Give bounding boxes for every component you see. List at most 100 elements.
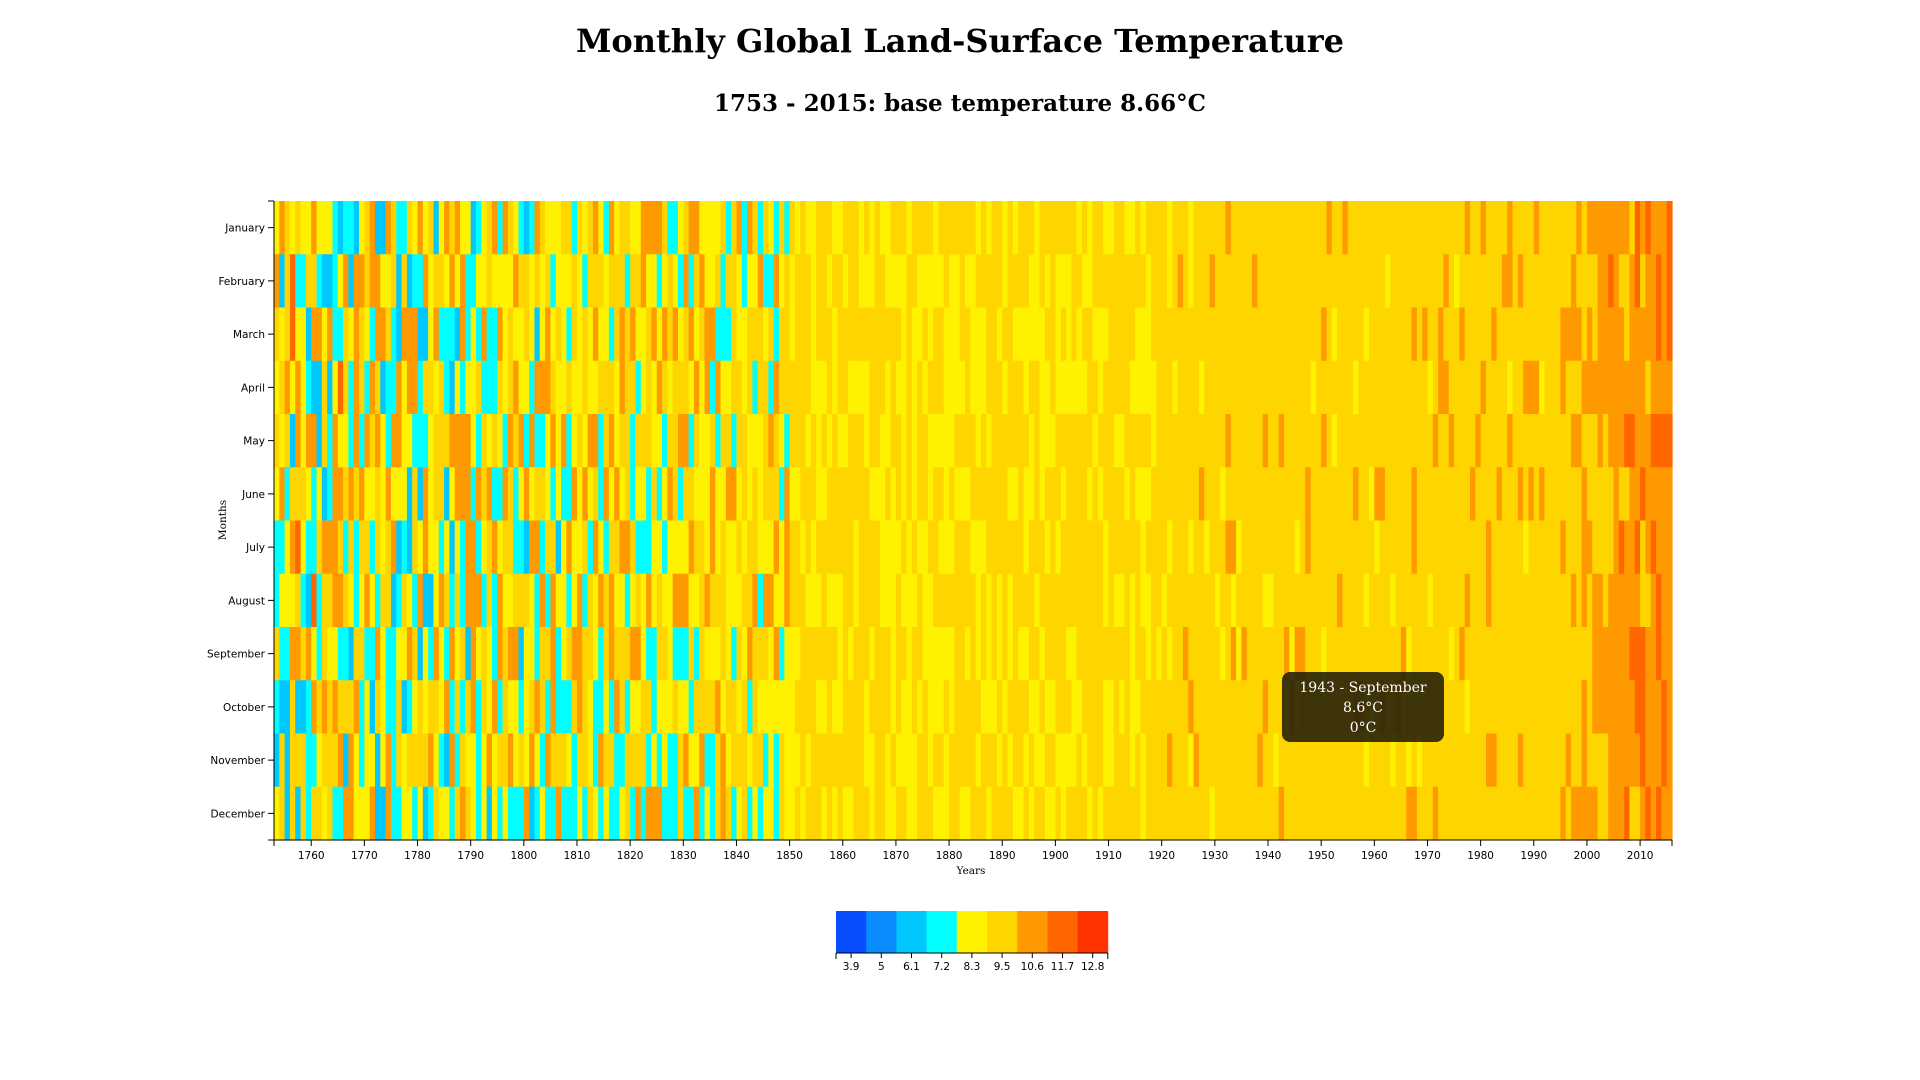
heatmap-cell[interactable] <box>1390 573 1397 628</box>
heatmap-cell[interactable] <box>725 733 732 788</box>
heatmap-cell[interactable] <box>704 307 711 362</box>
heatmap-cell[interactable] <box>1321 786 1328 841</box>
heatmap-cell[interactable] <box>1087 680 1094 735</box>
heatmap-cell[interactable] <box>1427 520 1434 575</box>
heatmap-cell[interactable] <box>1257 201 1264 255</box>
heatmap-cell[interactable] <box>1347 786 1354 841</box>
heatmap-cell[interactable] <box>853 786 860 841</box>
heatmap-cell[interactable] <box>465 680 472 735</box>
heatmap-cell[interactable] <box>991 467 998 522</box>
heatmap-cell[interactable] <box>449 680 456 735</box>
heatmap-cell[interactable] <box>502 254 509 309</box>
heatmap-cell[interactable] <box>1220 627 1227 681</box>
heatmap-cell[interactable] <box>1124 573 1131 628</box>
heatmap-cell[interactable] <box>1050 360 1056 415</box>
heatmap-cell[interactable] <box>1034 360 1041 415</box>
heatmap-cell[interactable] <box>1188 254 1195 309</box>
heatmap-cell[interactable] <box>1565 467 1572 522</box>
heatmap-cell[interactable] <box>1273 254 1280 309</box>
heatmap-cell[interactable] <box>757 414 764 468</box>
heatmap-cell[interactable] <box>1204 360 1211 415</box>
heatmap-cell[interactable] <box>284 520 291 575</box>
heatmap-cell[interactable] <box>1427 254 1434 309</box>
heatmap-cell[interactable] <box>513 254 520 309</box>
heatmap-cell[interactable] <box>842 627 849 681</box>
heatmap-cell[interactable] <box>1480 467 1487 522</box>
heatmap-cell[interactable] <box>773 201 780 255</box>
heatmap-cell[interactable] <box>364 360 371 415</box>
heatmap-cell[interactable] <box>662 307 668 362</box>
heatmap-cell[interactable] <box>305 680 312 735</box>
heatmap-cell[interactable] <box>1257 467 1264 522</box>
heatmap-cell[interactable] <box>279 573 286 628</box>
heatmap-cell[interactable] <box>1432 360 1439 415</box>
heatmap-cell[interactable] <box>475 520 482 575</box>
heatmap-cell[interactable] <box>1523 307 1530 362</box>
heatmap-cell[interactable] <box>1571 254 1577 309</box>
heatmap-cell[interactable] <box>1156 627 1163 681</box>
heatmap-cell[interactable] <box>949 360 955 415</box>
heatmap-cell[interactable] <box>518 414 525 468</box>
heatmap-cell[interactable] <box>624 733 631 788</box>
heatmap-cell[interactable] <box>1438 573 1445 628</box>
heatmap-cell[interactable] <box>1560 786 1567 841</box>
heatmap-cell[interactable] <box>1353 786 1359 841</box>
heatmap-cell[interactable] <box>561 520 567 575</box>
heatmap-cell[interactable] <box>1507 254 1514 309</box>
heatmap-cell[interactable] <box>359 627 365 681</box>
heatmap-cell[interactable] <box>800 786 807 841</box>
heatmap-cell[interactable] <box>635 627 642 681</box>
heatmap-cell[interactable] <box>1289 254 1296 309</box>
heatmap-cell[interactable] <box>1066 360 1072 415</box>
heatmap-cell[interactable] <box>369 680 376 735</box>
heatmap-cell[interactable] <box>1369 201 1375 255</box>
heatmap-cell[interactable] <box>778 307 785 362</box>
heatmap-cell[interactable] <box>662 627 668 681</box>
heatmap-cell[interactable] <box>1448 573 1455 628</box>
heatmap-cell[interactable] <box>1214 360 1221 415</box>
heatmap-cell[interactable] <box>311 201 318 255</box>
heatmap-cell[interactable] <box>1496 733 1503 788</box>
heatmap-cell[interactable] <box>475 627 482 681</box>
heatmap-cell[interactable] <box>662 201 668 255</box>
heatmap-cell[interactable] <box>624 573 631 628</box>
heatmap-cell[interactable] <box>741 467 748 522</box>
heatmap-cell[interactable] <box>715 254 722 309</box>
heatmap-cell[interactable] <box>1470 733 1476 788</box>
heatmap-cell[interactable] <box>752 733 759 788</box>
heatmap-cell[interactable] <box>1331 573 1338 628</box>
heatmap-cell[interactable] <box>975 467 982 522</box>
heatmap-cell[interactable] <box>1305 307 1312 362</box>
heatmap-cell[interactable] <box>874 360 881 415</box>
heatmap-cell[interactable] <box>842 201 849 255</box>
heatmap-cell[interactable] <box>800 733 807 788</box>
heatmap-cell[interactable] <box>1097 201 1104 255</box>
heatmap-cell[interactable] <box>279 307 286 362</box>
heatmap-cell[interactable] <box>895 627 902 681</box>
heatmap-cell[interactable] <box>927 573 934 628</box>
heatmap-cell[interactable] <box>1081 414 1088 468</box>
heatmap-cell[interactable] <box>805 414 812 468</box>
heatmap-cell[interactable] <box>1448 520 1455 575</box>
heatmap-cell[interactable] <box>598 627 605 681</box>
heatmap-cell[interactable] <box>1209 573 1216 628</box>
heatmap-cell[interactable] <box>1066 786 1072 841</box>
heatmap-cell[interactable] <box>311 467 318 522</box>
heatmap-cell[interactable] <box>1517 786 1524 841</box>
heatmap-cell[interactable] <box>1018 627 1025 681</box>
heatmap-cell[interactable] <box>704 627 711 681</box>
heatmap-cell[interactable] <box>1443 254 1450 309</box>
heatmap-cell[interactable] <box>1081 520 1088 575</box>
heatmap-cell[interactable] <box>279 254 286 309</box>
heatmap-cell[interactable] <box>832 627 839 681</box>
heatmap-cell[interactable] <box>406 786 413 841</box>
heatmap-cell[interactable] <box>1225 414 1232 468</box>
heatmap-cell[interactable] <box>1539 254 1546 309</box>
heatmap-cell[interactable] <box>1055 307 1062 362</box>
heatmap-cell[interactable] <box>864 786 870 841</box>
heatmap-cell[interactable] <box>879 520 886 575</box>
heatmap-cell[interactable] <box>1315 201 1322 255</box>
heatmap-cell[interactable] <box>1523 627 1530 681</box>
heatmap-cell[interactable] <box>449 467 456 522</box>
heatmap-cell[interactable] <box>1629 520 1636 575</box>
